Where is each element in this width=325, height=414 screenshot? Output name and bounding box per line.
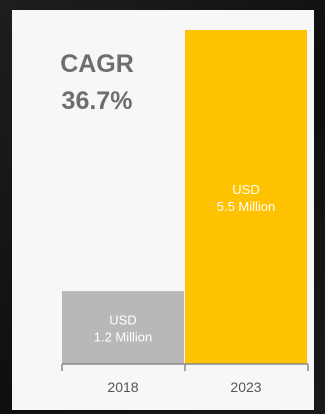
bar-label-2018-line-1: USD	[109, 313, 136, 328]
bar-label-2018-line-2: 1.2 Million	[94, 330, 153, 345]
bar-label-2023-line-2: 5.5 Million	[217, 199, 276, 214]
bar-2018	[62, 291, 184, 364]
cagr-label: CAGR	[60, 50, 134, 78]
bar-2023	[185, 30, 307, 364]
x-tick-label-2018: 2018	[107, 379, 138, 395]
x-tick-label-2023: 2023	[230, 379, 261, 395]
bar-label-2023-line-1: USD	[232, 182, 259, 197]
cagr-value: 36.7%	[62, 87, 133, 115]
